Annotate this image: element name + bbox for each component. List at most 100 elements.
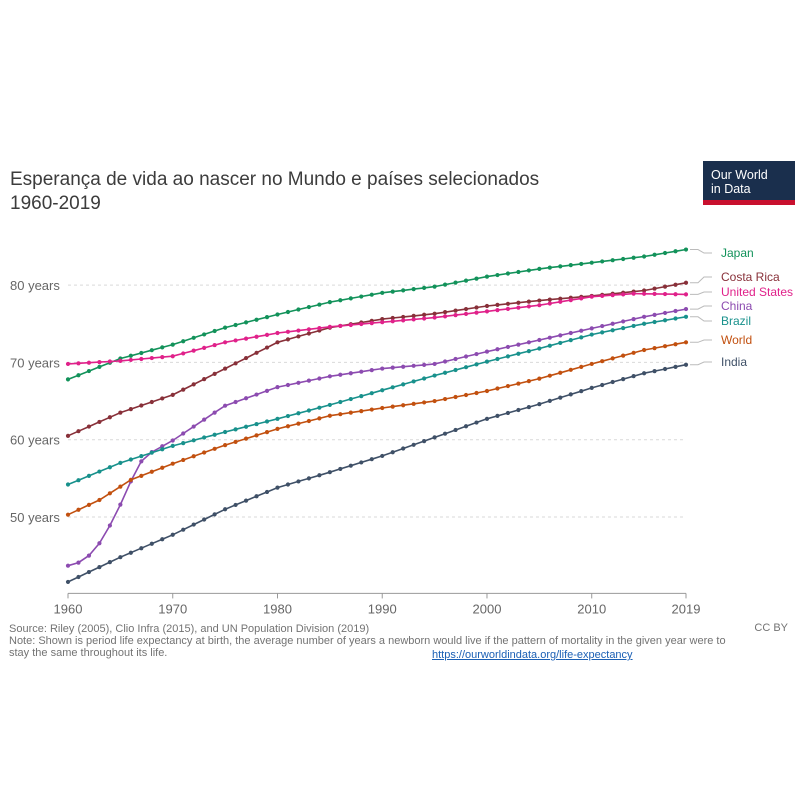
data-point-india[interactable] bbox=[181, 527, 186, 532]
data-point-costa-rica[interactable] bbox=[118, 410, 123, 415]
data-point-china[interactable] bbox=[422, 362, 427, 367]
data-point-india[interactable] bbox=[600, 382, 605, 388]
data-point-japan[interactable] bbox=[348, 296, 353, 301]
data-point-japan[interactable] bbox=[683, 247, 689, 252]
data-point-costa-rica[interactable] bbox=[86, 424, 92, 429]
data-point-india[interactable] bbox=[568, 392, 573, 397]
data-point-india[interactable] bbox=[380, 453, 385, 459]
data-point-costa-rica[interactable] bbox=[191, 382, 196, 387]
data-point-world[interactable] bbox=[621, 353, 626, 358]
data-point-brazil[interactable] bbox=[223, 429, 228, 435]
data-point-world[interactable] bbox=[107, 491, 112, 496]
data-point-united-states[interactable] bbox=[432, 315, 437, 320]
data-point-brazil[interactable] bbox=[191, 438, 196, 443]
data-point-world[interactable] bbox=[338, 412, 343, 417]
data-point-japan[interactable] bbox=[86, 368, 92, 374]
data-point-costa-rica[interactable] bbox=[243, 355, 249, 361]
data-point-india[interactable] bbox=[348, 463, 353, 468]
data-point-united-states[interactable] bbox=[495, 308, 500, 313]
data-point-japan[interactable] bbox=[160, 345, 165, 350]
data-point-costa-rica[interactable] bbox=[285, 337, 291, 342]
data-point-brazil[interactable] bbox=[442, 370, 448, 375]
data-point-china[interactable] bbox=[516, 342, 521, 347]
data-point-brazil[interactable] bbox=[495, 356, 500, 362]
data-point-japan[interactable] bbox=[453, 280, 458, 285]
data-point-brazil[interactable] bbox=[516, 351, 521, 356]
data-point-brazil[interactable] bbox=[118, 460, 123, 465]
data-point-india[interactable] bbox=[76, 574, 81, 580]
data-point-india[interactable] bbox=[537, 402, 542, 407]
data-point-china[interactable] bbox=[306, 378, 312, 383]
data-point-costa-rica[interactable] bbox=[558, 296, 563, 301]
data-point-brazil[interactable] bbox=[642, 321, 647, 326]
data-point-costa-rica[interactable] bbox=[65, 433, 71, 438]
data-point-india[interactable] bbox=[191, 522, 196, 527]
data-point-costa-rica[interactable] bbox=[411, 313, 416, 318]
data-point-united-states[interactable] bbox=[380, 320, 385, 325]
data-point-world[interactable] bbox=[631, 350, 636, 355]
data-point-world[interactable] bbox=[296, 421, 301, 426]
data-point-united-states[interactable] bbox=[191, 348, 196, 353]
data-point-brazil[interactable] bbox=[181, 441, 186, 446]
data-point-india[interactable] bbox=[526, 404, 531, 410]
data-point-united-states[interactable] bbox=[526, 304, 531, 309]
data-point-india[interactable] bbox=[118, 555, 123, 560]
data-point-india[interactable] bbox=[453, 427, 458, 433]
data-point-brazil[interactable] bbox=[401, 382, 406, 387]
data-point-world[interactable] bbox=[390, 404, 395, 409]
data-point-costa-rica[interactable] bbox=[652, 286, 657, 291]
data-point-japan[interactable] bbox=[652, 252, 657, 257]
data-point-japan[interactable] bbox=[369, 292, 374, 297]
data-point-united-states[interactable] bbox=[160, 355, 165, 360]
data-point-china[interactable] bbox=[474, 351, 479, 357]
data-point-world[interactable] bbox=[275, 426, 280, 431]
data-point-japan[interactable] bbox=[275, 312, 280, 317]
data-point-brazil[interactable] bbox=[317, 405, 322, 410]
data-point-japan[interactable] bbox=[505, 271, 511, 276]
data-point-india[interactable] bbox=[160, 537, 165, 542]
data-point-united-states[interactable] bbox=[422, 316, 427, 321]
data-point-china[interactable] bbox=[76, 560, 81, 565]
data-point-brazil[interactable] bbox=[107, 465, 112, 470]
data-point-united-states[interactable] bbox=[118, 358, 123, 363]
data-point-china[interactable] bbox=[254, 392, 259, 397]
data-point-united-states[interactable] bbox=[254, 334, 259, 339]
data-point-china[interactable] bbox=[107, 523, 112, 528]
data-point-world[interactable] bbox=[264, 430, 270, 435]
data-point-united-states[interactable] bbox=[243, 336, 249, 341]
data-point-china[interactable] bbox=[97, 541, 102, 546]
data-point-japan[interactable] bbox=[411, 287, 416, 292]
data-point-china[interactable] bbox=[463, 354, 469, 359]
data-point-india[interactable] bbox=[296, 479, 301, 484]
data-point-brazil[interactable] bbox=[621, 325, 626, 331]
data-point-india[interactable] bbox=[673, 364, 678, 369]
data-point-india[interactable] bbox=[202, 517, 207, 522]
data-point-china[interactable] bbox=[432, 361, 437, 367]
data-point-costa-rica[interactable] bbox=[642, 288, 647, 293]
data-point-japan[interactable] bbox=[673, 249, 678, 254]
data-point-japan[interactable] bbox=[380, 290, 385, 295]
data-point-china[interactable] bbox=[600, 323, 605, 329]
data-point-brazil[interactable] bbox=[348, 396, 353, 402]
data-point-japan[interactable] bbox=[128, 353, 133, 358]
data-point-world[interactable] bbox=[181, 457, 186, 463]
data-point-costa-rica[interactable] bbox=[107, 415, 112, 420]
data-point-united-states[interactable] bbox=[600, 293, 605, 299]
data-point-japan[interactable] bbox=[589, 260, 594, 265]
data-point-china[interactable] bbox=[139, 459, 144, 464]
data-point-india[interactable] bbox=[463, 424, 469, 429]
data-point-brazil[interactable] bbox=[149, 450, 154, 455]
data-point-brazil[interactable] bbox=[474, 362, 479, 367]
data-point-japan[interactable] bbox=[631, 255, 636, 260]
data-point-china[interactable] bbox=[233, 399, 238, 405]
data-point-india[interactable] bbox=[317, 473, 322, 478]
data-point-world[interactable] bbox=[202, 450, 207, 455]
data-point-brazil[interactable] bbox=[422, 376, 427, 381]
data-point-brazil[interactable] bbox=[558, 340, 563, 346]
data-point-brazil[interactable] bbox=[202, 435, 207, 440]
data-point-brazil[interactable] bbox=[243, 424, 249, 429]
data-point-china[interactable] bbox=[610, 321, 615, 326]
source-link[interactable]: https://ourworldindata.org/life-expectan… bbox=[432, 649, 633, 661]
data-point-world[interactable] bbox=[359, 408, 364, 414]
data-point-united-states[interactable] bbox=[662, 291, 668, 297]
